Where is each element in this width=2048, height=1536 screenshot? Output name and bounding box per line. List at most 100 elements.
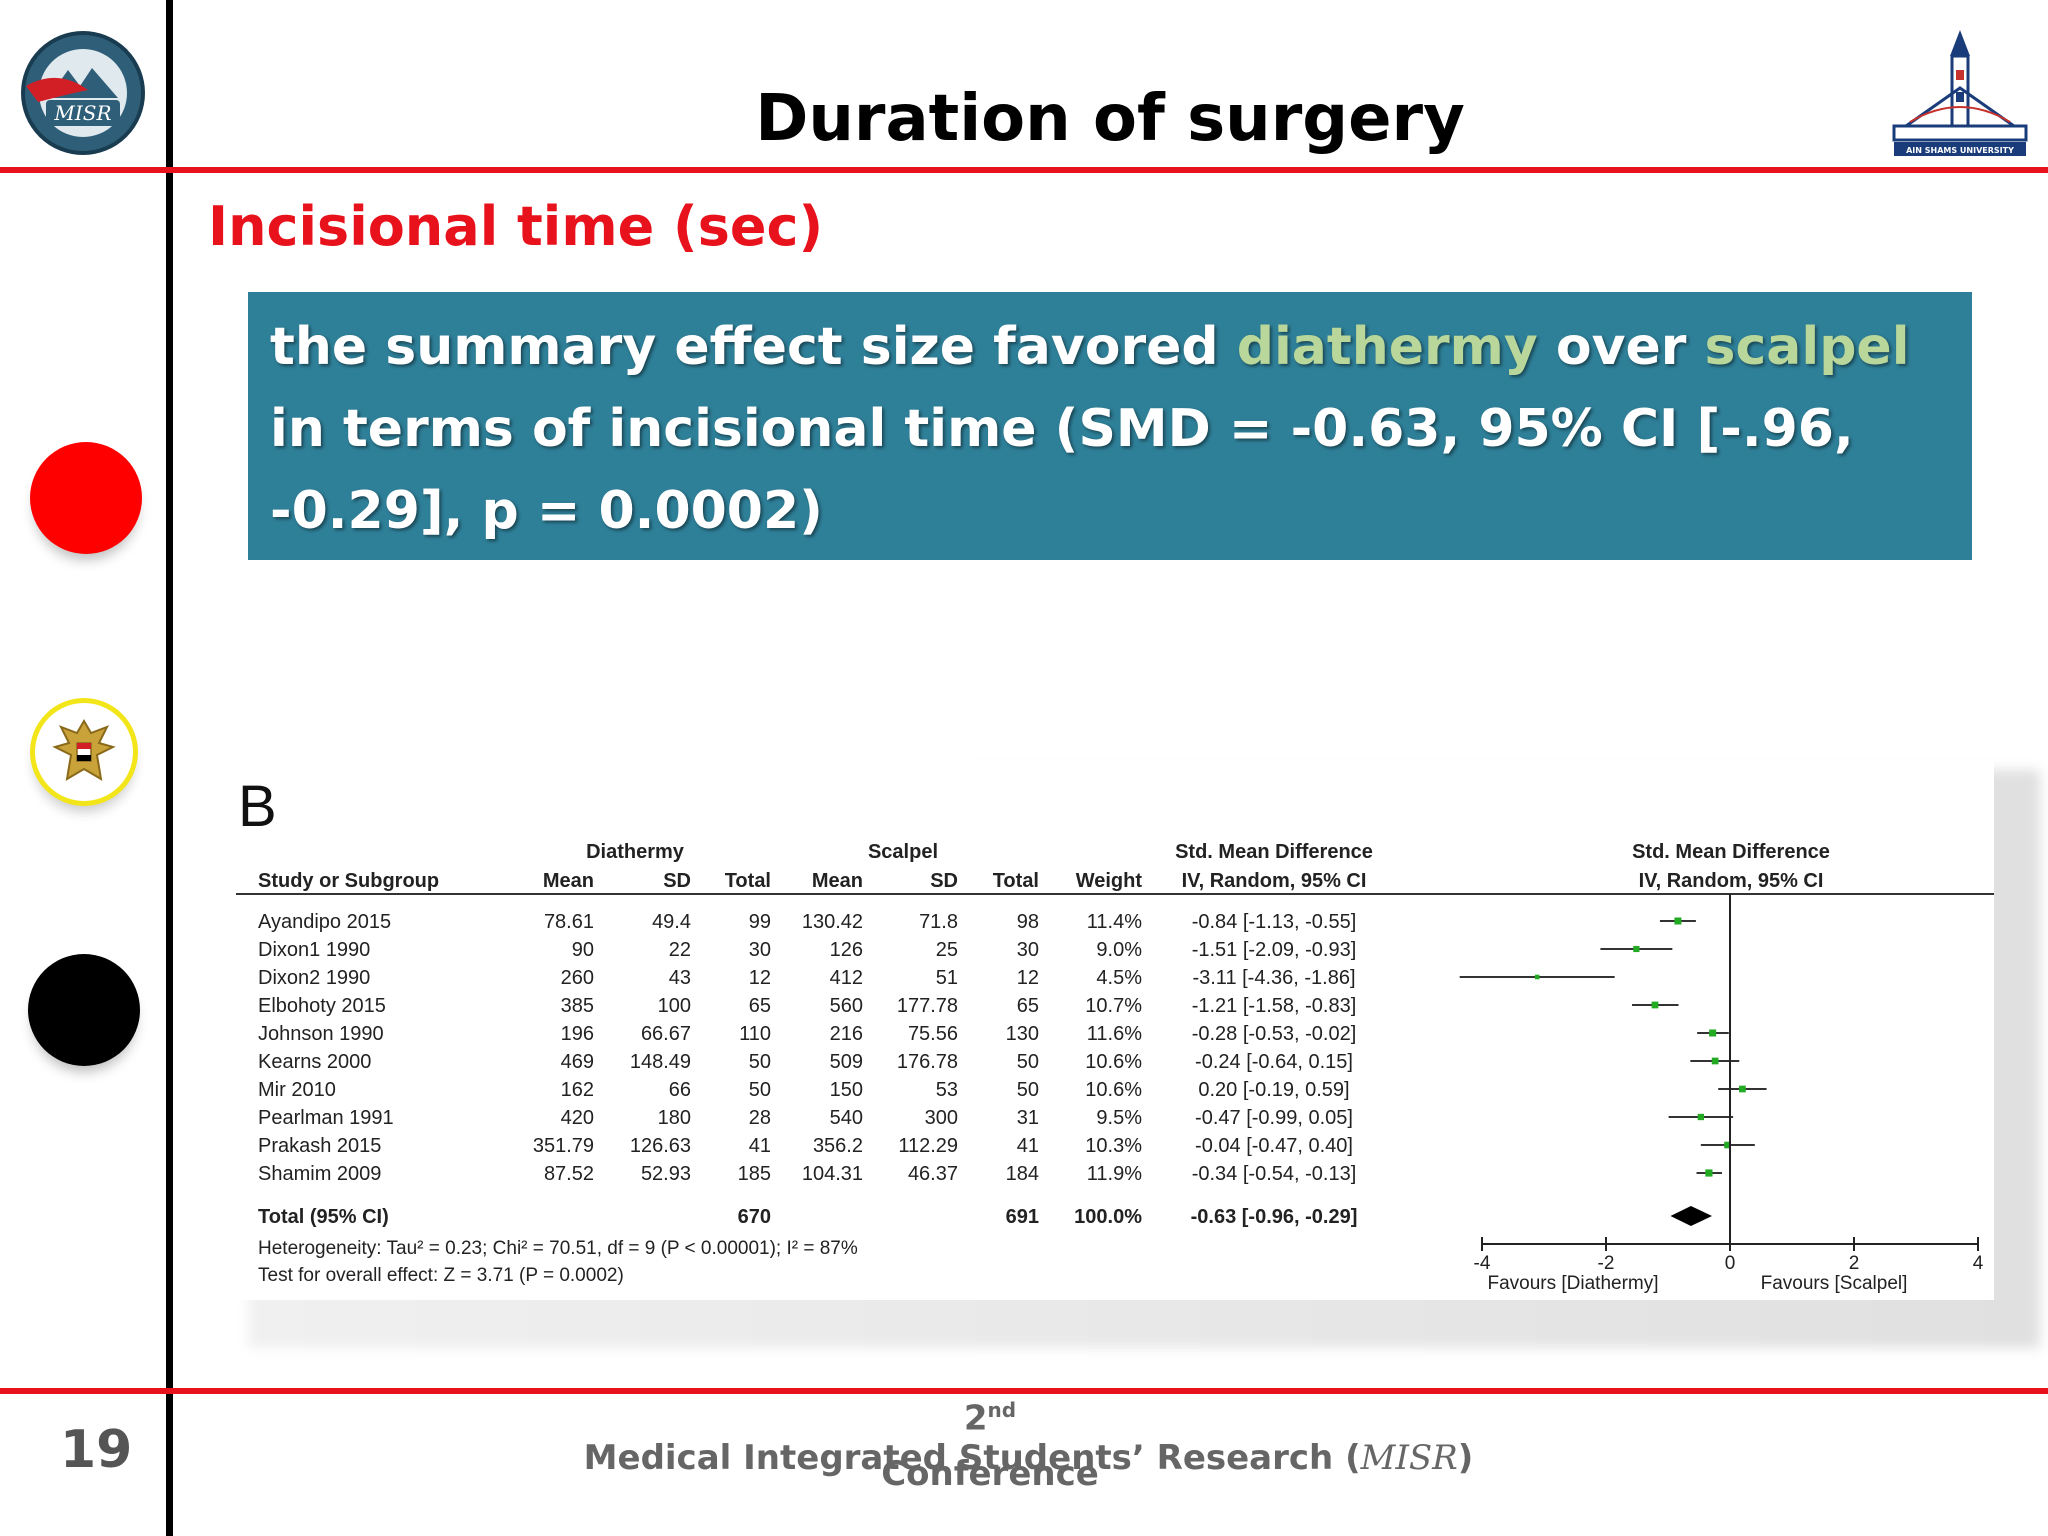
cell-s_sd: 46.37 [908,1163,958,1185]
cell-d_sd: 180 [658,1107,691,1129]
forest-plot-background [236,760,1994,1300]
cell-name: Prakash 2015 [258,1135,381,1157]
total-weight: 100.0% [1074,1206,1142,1228]
forest-plot: B Diathermy Scalpel Std. Mean Difference… [236,760,1994,1300]
cell-weight: 4.5% [1096,967,1142,989]
cell-weight: 9.0% [1096,939,1142,961]
cell-s_sd: 75.56 [908,1023,958,1045]
forest-axis: -4 -2 0 2 4 [1474,894,1984,1274]
effect-point [1697,1113,1705,1121]
footer-ordinal-suffix: nd [987,1398,1017,1422]
footer-abbrev: MISR [1360,1438,1458,1479]
cell-d_total: 99 [749,911,771,933]
cell-s_total: 184 [1006,1163,1039,1185]
cell-ci_text: -0.04 [-0.47, 0.40] [1195,1135,1353,1157]
cell-d_mean: 196 [561,1023,594,1045]
cell-d_mean: 90 [572,939,594,961]
axis-label-left: Favours [Diathermy] [1487,1273,1658,1294]
cell-s_total: 31 [1017,1107,1039,1129]
university-logo-icon: AIN SHAMS UNIVERSITY [1892,30,2028,156]
effect-point [1633,945,1640,953]
forest-marks [1459,917,1767,1226]
cell-name: Elbohoty 2015 [258,995,386,1017]
cell-ci_text: -0.28 [-0.53, -0.02] [1192,1023,1357,1045]
col-header-d-sd: SD [663,870,691,892]
cell-name: Pearlman 1991 [258,1107,394,1129]
cell-ci_text: -0.34 [-0.54, -0.13] [1192,1163,1357,1185]
footer-divider [0,1388,2048,1394]
cell-s_sd: 71.8 [919,911,958,933]
cell-ci_text: -0.24 [-0.64, 0.15] [1195,1051,1353,1073]
cell-d_sd: 66 [669,1079,691,1101]
cell-weight: 9.5% [1096,1107,1142,1129]
cell-ci_text: -1.21 [-1.58, -0.83] [1192,995,1357,1017]
effect-point [1724,1141,1731,1149]
x-tick-label: 4 [1973,1253,1984,1274]
cell-d_mean: 420 [561,1107,594,1129]
cell-s_mean: 356.2 [813,1135,863,1157]
cell-s_sd: 51 [936,967,958,989]
header-divider [0,167,2048,173]
footer-close-paren: ) [1457,1438,1474,1479]
cell-d_total: 65 [749,995,771,1017]
cell-s_sd: 25 [936,939,958,961]
summary-text-2: over [1537,317,1705,377]
effect-point [1709,1029,1717,1037]
cell-s_sd: 53 [936,1079,958,1101]
page-number: 19 [60,1420,133,1480]
cell-d_sd: 43 [669,967,691,989]
cell-d_total: 110 [739,1023,771,1045]
cell-d_mean: 385 [561,995,594,1017]
cell-d_total: 30 [749,939,771,961]
cell-s_mean: 216 [830,1023,863,1045]
study-rows: Ayandipo 2015 78.61 49.4 99 130.42 71.8 98 11.4… [258,911,1357,1228]
footer-conference-name: Medical Integrated Students’ Research ( [560,1438,1361,1479]
effect-point [1705,1169,1713,1177]
col-header-d-mean: Mean [543,870,594,892]
col-header-ci-right: IV, Random, 95% CI [1639,870,1824,892]
egypt-eagle-icon [30,698,138,806]
effect-point [1711,1057,1719,1065]
panel-label: B [238,774,277,839]
vertical-divider [166,0,173,1536]
cell-d_sd: 22 [669,939,691,961]
summary-diamond [1670,1206,1713,1226]
cell-d_mean: 469 [561,1051,594,1073]
summary-highlight-scalpel: scalpel [1704,317,1910,377]
cell-s_mean: 126 [830,939,863,961]
col-header-weight: Weight [1076,870,1143,892]
cell-d_sd: 52.93 [641,1163,691,1185]
footer-ordinal: 2 [963,1398,988,1439]
summary-box: the summary effect size favored diatherm… [248,292,1972,560]
group-header-diathermy: Diathermy [586,841,685,863]
effect-point [1534,974,1540,980]
x-tick-label: 0 [1725,1253,1736,1274]
cell-s_mean: 540 [830,1107,863,1129]
cell-weight: 10.7% [1085,995,1142,1017]
cell-d_mean: 260 [561,967,594,989]
cell-d_sd: 49.4 [652,911,691,933]
total-d-total: 670 [738,1206,771,1228]
col-header-study: Study or Subgroup [258,870,439,892]
black-dot-icon [28,954,140,1066]
cell-s_sd: 177.78 [897,995,958,1017]
cell-s_mean: 560 [830,995,863,1017]
cell-d_total: 50 [749,1079,771,1101]
total-label: Total (95% CI) [258,1206,389,1228]
cell-name: Kearns 2000 [258,1051,371,1073]
cell-d_mean: 78.61 [544,911,594,933]
cell-d_total: 12 [749,967,771,989]
cell-s_mean: 104.31 [802,1163,863,1185]
cell-ci_text: -1.51 [-2.09, -0.93] [1192,939,1357,961]
axis-label-right: Favours [Scalpel] [1761,1273,1908,1294]
total-ci: -0.63 [-0.96, -0.29] [1191,1206,1358,1228]
cell-s_total: 50 [1017,1079,1039,1101]
cell-name: Mir 2010 [258,1079,336,1101]
footer-line-2: Conference [881,1454,1099,1494]
effect-header-left: Std. Mean Difference [1175,841,1373,863]
x-tick-label: -4 [1474,1253,1491,1274]
cell-ci_text: -0.47 [-0.99, 0.05] [1195,1107,1353,1129]
x-tick-label: 2 [1849,1253,1860,1274]
cell-s_total: 130 [1006,1023,1039,1045]
cell-s_total: 41 [1017,1135,1039,1157]
